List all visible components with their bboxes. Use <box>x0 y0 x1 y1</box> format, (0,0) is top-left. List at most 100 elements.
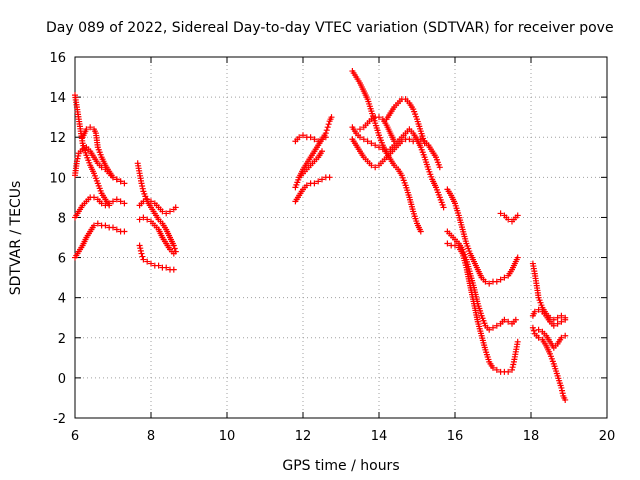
series-arc13 <box>296 148 325 181</box>
data-point <box>509 364 516 371</box>
data-point <box>87 124 94 131</box>
data-point <box>376 144 382 151</box>
data-point <box>452 242 458 249</box>
x-tick-label: 20 <box>599 429 616 444</box>
series-arc24 <box>529 306 569 329</box>
series-arc25 <box>529 324 569 403</box>
data-point <box>167 208 173 215</box>
data-point <box>510 361 517 368</box>
data-point <box>325 121 332 128</box>
x-tick-label: 8 <box>147 429 155 444</box>
y-tick-label: 14 <box>49 91 66 106</box>
data-point <box>529 324 536 331</box>
y-tick-label: 16 <box>49 51 66 66</box>
data-point <box>357 134 363 141</box>
data-point <box>514 338 521 345</box>
data-point <box>91 194 97 201</box>
data-point <box>171 245 178 252</box>
data-point <box>391 138 398 145</box>
series-arc11 <box>292 132 329 145</box>
data-point <box>296 134 303 141</box>
data-point <box>417 228 424 235</box>
chart-title: Day 089 of 2022, Sidereal Day-to-day VTE… <box>46 20 614 36</box>
y-tick-label: -2 <box>53 412 66 427</box>
data-point <box>497 276 504 283</box>
data-point <box>74 155 81 162</box>
data-point <box>398 138 405 145</box>
data-point <box>136 216 143 223</box>
data-point <box>139 183 146 190</box>
series-arc9 <box>136 242 177 273</box>
data-point <box>550 316 557 323</box>
data-point <box>113 226 120 233</box>
data-point <box>83 126 90 133</box>
series-arc3 <box>79 124 128 187</box>
x-tick-label: 6 <box>71 429 79 444</box>
data-point <box>558 318 565 325</box>
data-point <box>140 198 147 205</box>
data-point <box>531 308 538 315</box>
data-point <box>300 132 306 139</box>
x-tick-label: 12 <box>295 429 312 444</box>
data-point <box>440 204 447 211</box>
data-point <box>368 162 375 169</box>
data-point <box>91 222 97 229</box>
data-point <box>436 164 443 171</box>
data-point <box>364 138 371 145</box>
data-point <box>319 136 325 143</box>
data-point <box>559 390 566 397</box>
series-arc17 <box>357 114 398 145</box>
series-arc5 <box>72 220 128 261</box>
data-point <box>307 134 314 141</box>
data-point <box>505 318 512 325</box>
series-arc6 <box>134 160 179 255</box>
series-arc8 <box>136 214 179 257</box>
data-point <box>94 220 101 227</box>
data-point <box>117 178 124 185</box>
data-points <box>72 68 569 403</box>
data-point <box>558 384 565 391</box>
data-point <box>110 198 116 205</box>
data-point <box>376 114 382 121</box>
axis-ticks: 6 8 10 12 14 16 18 20 -2 0 2 4 6 8 10 12 14 16 <box>49 51 615 444</box>
data-point <box>144 196 151 203</box>
data-point <box>311 136 318 143</box>
data-point <box>139 253 146 260</box>
data-point <box>505 216 512 223</box>
data-point <box>144 258 151 265</box>
x-axis-title: GPS time / hours <box>282 458 399 474</box>
series-arc1 <box>72 92 113 209</box>
data-point <box>137 247 144 254</box>
data-point <box>421 140 428 147</box>
data-point <box>368 116 375 123</box>
data-point <box>324 124 331 131</box>
data-point <box>172 248 179 255</box>
series-arc12 <box>292 174 333 205</box>
data-point <box>121 228 128 235</box>
data-point <box>140 214 147 221</box>
x-tick-label: 14 <box>371 429 388 444</box>
data-point <box>98 164 105 171</box>
data-point <box>323 127 330 134</box>
data-point <box>497 210 504 217</box>
data-point <box>159 208 166 215</box>
data-point <box>559 387 566 394</box>
data-point <box>372 142 379 149</box>
data-point <box>170 242 177 249</box>
data-point <box>315 138 322 145</box>
data-point <box>328 114 335 121</box>
data-point <box>315 178 322 185</box>
data-point <box>383 148 390 155</box>
data-point <box>444 240 451 247</box>
data-point <box>98 200 105 207</box>
data-point <box>501 316 508 323</box>
series-arc21 <box>444 240 521 375</box>
data-point <box>121 180 128 187</box>
data-point <box>493 322 500 329</box>
data-point <box>148 260 154 267</box>
series-arc18 <box>383 96 428 147</box>
data-point <box>554 314 561 321</box>
data-point <box>75 152 82 159</box>
data-point <box>117 198 124 205</box>
